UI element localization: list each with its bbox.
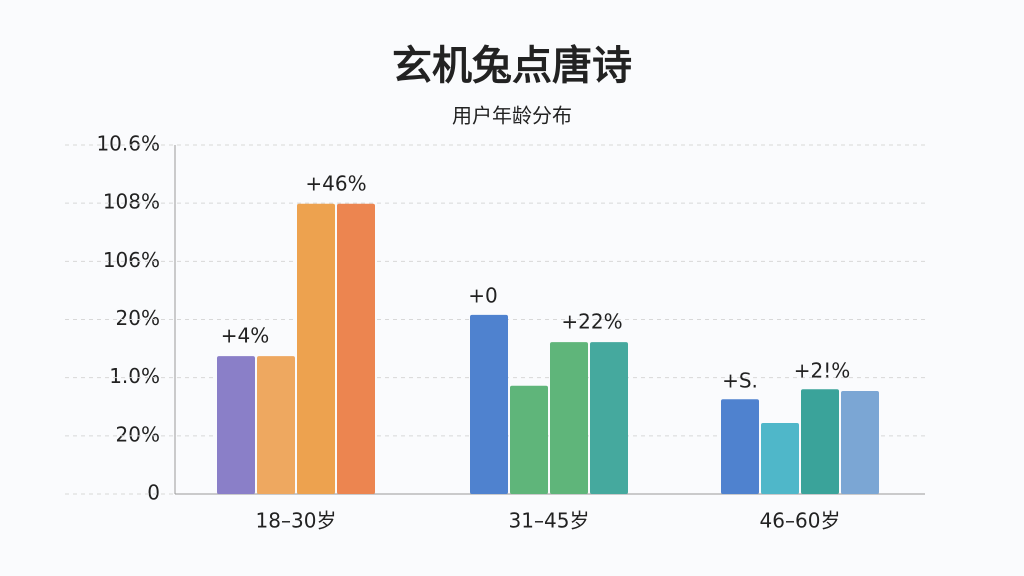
bar (510, 385, 548, 494)
y-tick-label: 108% (103, 190, 160, 214)
bar (257, 356, 295, 494)
annotation: +22% (561, 310, 622, 334)
y-tick-label: 10.6% (96, 132, 160, 156)
chart-subtitle: 用户年龄分布 (452, 104, 572, 128)
bar (337, 203, 375, 494)
y-tick-label: 20% (116, 422, 160, 446)
y-tick-label: 0 (147, 481, 160, 505)
bar (297, 203, 335, 494)
annotation: +0 (468, 284, 497, 308)
chart-title: 玄机兔点唐诗 (392, 43, 632, 89)
bar (590, 342, 628, 494)
y-tick-label: 106% (103, 248, 160, 272)
y-tick-label: 1.0% (109, 364, 160, 388)
x-tick-label: 46–60岁 (760, 509, 841, 533)
bar (801, 389, 839, 494)
x-tick-label: 18–30岁 (256, 509, 337, 533)
annotation: +S. (722, 369, 758, 393)
bar (470, 314, 508, 494)
bar (550, 342, 588, 494)
annotation: +4% (221, 324, 270, 348)
bar (217, 356, 255, 494)
x-tick-label: 31–45岁 (509, 509, 590, 533)
annotation: +46% (305, 172, 366, 196)
annotation: +2!% (794, 359, 851, 383)
bar (841, 391, 879, 494)
bar (721, 399, 759, 494)
y-tick-label: 20% (116, 306, 160, 330)
bar (761, 423, 799, 494)
